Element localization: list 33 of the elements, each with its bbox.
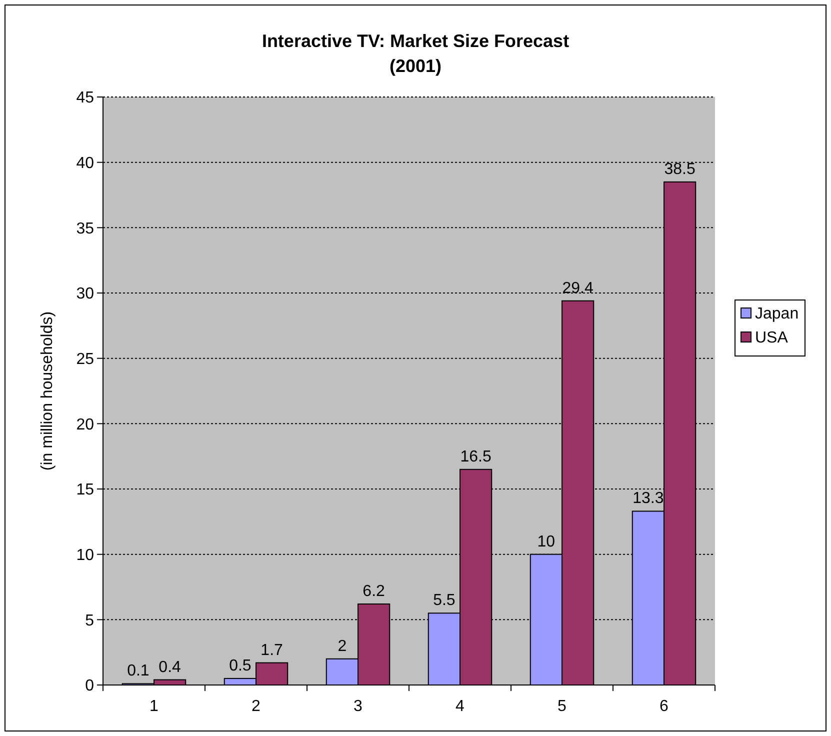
data-label: 29.4 xyxy=(562,280,594,297)
x-tick-label: 6 xyxy=(660,698,669,715)
data-label: 0.1 xyxy=(127,662,150,680)
x-tick-label: 3 xyxy=(354,698,363,715)
data-label: 13.3 xyxy=(632,490,664,508)
y-tick-label: 40 xyxy=(76,154,94,172)
y-tick-label: 5 xyxy=(85,612,94,630)
y-tick-label: 35 xyxy=(76,220,94,238)
data-label: 6.2 xyxy=(362,582,386,600)
x-tick-label: 2 xyxy=(252,698,261,715)
data-label: 38.5 xyxy=(664,160,696,178)
y-tick-label: 10 xyxy=(76,546,94,564)
y-tick-label: 0 xyxy=(85,678,94,695)
chart-title: Interactive TV: Market Size Forecast xyxy=(262,31,570,51)
data-label: 5.5 xyxy=(433,592,456,610)
legend-label: USA xyxy=(755,330,788,347)
data-label: 2 xyxy=(338,638,347,655)
legend-label: Japan xyxy=(755,306,799,323)
y-tick-label: 45 xyxy=(76,90,94,107)
y-tick-label: 30 xyxy=(76,286,94,303)
data-label: 16.5 xyxy=(460,448,492,466)
x-tick-label: 5 xyxy=(558,698,567,715)
data-label: 1.7 xyxy=(260,642,284,659)
y-tick-label: 25 xyxy=(76,350,94,368)
y-axis-title: (in million households) xyxy=(39,311,56,471)
x-tick-label: 4 xyxy=(456,698,465,715)
data-label: 0.5 xyxy=(229,657,252,674)
y-tick-label: 20 xyxy=(76,416,94,434)
chart-subtitle: (2001) xyxy=(389,56,442,76)
y-tick-label: 15 xyxy=(76,482,94,499)
data-label: 0.4 xyxy=(158,658,182,676)
data-label: 10 xyxy=(537,533,556,550)
x-tick-label: 1 xyxy=(150,698,159,715)
